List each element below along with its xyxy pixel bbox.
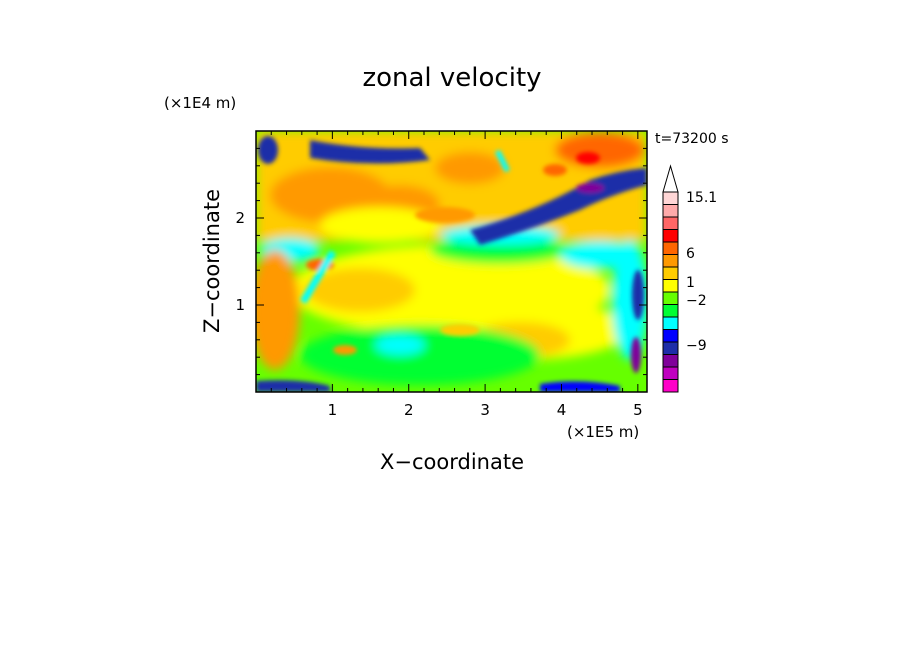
colorbar-segment: [663, 317, 678, 330]
x-tick-label-3: 3: [480, 401, 490, 419]
x-axis-ticks: [270, 131, 639, 392]
y-axis-ticks: [256, 147, 647, 376]
y-axis-unit: (×1E4 m): [164, 94, 236, 112]
colorbar: [662, 164, 679, 393]
y-tick-label-1: 1: [235, 296, 245, 314]
colorbar-segment: [663, 229, 678, 243]
colorbar-segment: [663, 292, 678, 305]
colorbar-segment: [663, 279, 678, 293]
colorbar-segment: [663, 304, 678, 318]
colorbar-segment: [663, 192, 678, 205]
colorbar-segment: [663, 267, 678, 280]
chart-title: zonal velocity: [362, 63, 541, 93]
plot-frame: [255, 130, 648, 393]
colorbar-label-15-1: 15.1: [686, 190, 717, 206]
colorbar-segment: [663, 367, 678, 380]
y-axis-label: Z−coordinate: [200, 189, 224, 333]
x-tick-label-2: 2: [404, 401, 414, 419]
colorbar-segment: [663, 342, 678, 355]
y-tick-label-2: 2: [235, 209, 245, 227]
x-tick-label-1: 1: [328, 401, 338, 419]
colorbar-segment: [663, 354, 678, 368]
colorbar-segment: [663, 379, 678, 393]
colorbar-segment: [663, 204, 678, 218]
colorbar-label-1: 1: [686, 275, 695, 291]
x-tick-label-4: 4: [557, 401, 567, 419]
colorbar-segment: [663, 254, 678, 268]
colorbar-segment: [663, 329, 678, 343]
time-label: t=73200 s: [655, 131, 729, 147]
colorbar-label-minus-2: −2: [686, 293, 707, 309]
x-axis-unit: (×1E5 m): [567, 423, 639, 441]
colorbar-segment: [663, 242, 678, 255]
x-axis-label: X−coordinate: [380, 450, 524, 474]
colorbar-label-minus-9: −9: [686, 338, 707, 354]
x-tick-label-5: 5: [633, 401, 643, 419]
colorbar-label-6: 6: [686, 246, 695, 262]
colorbar-segment: [663, 217, 678, 230]
colorbar-arrow: [662, 164, 679, 193]
contour-field: [256, 131, 647, 392]
